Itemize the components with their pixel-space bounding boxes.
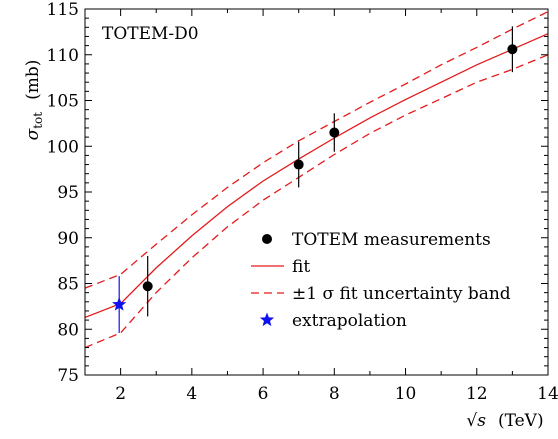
legend-label: TOTEM measurements [292,230,491,250]
legend-dot-marker [262,234,272,244]
x-tick-label: 10 [395,384,417,404]
legend-label: extrapolation [292,311,407,331]
measurement-point [142,281,153,292]
measurement-point [329,127,340,138]
ticks-layer: 2 4 6 8 10 12 14 75 80 85 90 95 100 105 110 115 [47,0,558,404]
x-axis-symbol: √s [466,411,486,431]
plot-area [85,11,548,349]
x-axis-label: √s (TeV) [466,411,543,431]
measurement-point [293,159,304,170]
y-tick-label: 75 [57,366,79,386]
x-tick-label: 4 [186,384,197,404]
y-tick-label: 105 [47,92,79,112]
y-tick-label: 110 [47,46,79,66]
y-tick-label: 100 [47,137,79,157]
x-tick-label: 8 [329,384,340,404]
y-axis-label: σtot (mb) [23,60,45,141]
y-tick-label: 80 [57,320,79,340]
y-tick-label: 85 [57,275,79,295]
measurement-point [507,44,518,55]
band-lower-line [85,54,548,349]
y-axis-subscript: tot [31,112,45,129]
y-axis-unit: (mb) [23,60,43,100]
y-tick-label: 90 [57,229,79,249]
legend-label: ±1 σ fit uncertainty band [292,284,511,304]
svg-text:√s(TeV): √s (TeV) [466,411,543,431]
svg-text:σtot(mb): σtot (mb) [23,60,45,141]
extrapolation-point [112,297,127,311]
x-tick-label: 12 [466,384,488,404]
legend-item: extrapolation [259,311,407,331]
legend-item: fit [251,257,310,277]
x-tick-label: 14 [537,384,558,404]
legend-item: TOTEM measurements [262,230,491,250]
legend: TOTEM measurements fit ±1 σ fit uncertaint… [251,230,511,331]
legend-item: ±1 σ fit uncertainty band [251,284,511,304]
x-tick-label: 6 [258,384,269,404]
legend-label: fit [292,257,310,277]
y-tick-label: 95 [57,183,79,203]
chart-annotation: TOTEM-D0 [102,24,199,44]
legend-star-marker [259,312,275,327]
x-axis-unit: (TeV) [498,411,544,431]
plot-layer [85,11,548,349]
y-axis-symbol: σ [23,128,43,140]
y-tick-label: 115 [47,0,79,20]
x-tick-label: 2 [115,384,126,404]
band-upper-line [85,11,548,289]
fit-line [85,33,548,319]
